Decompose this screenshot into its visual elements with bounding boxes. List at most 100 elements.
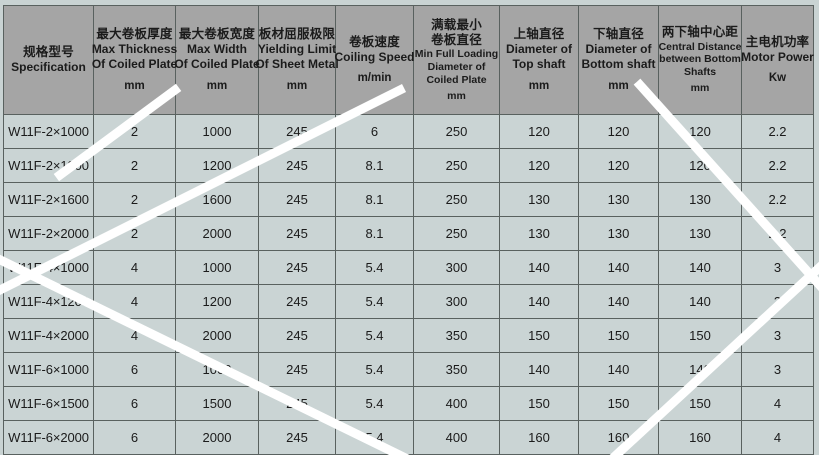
header-en-coiling-speed-line1: Coiling Speed <box>334 49 415 64</box>
column-header-bottom-shaft-diameter: 下轴直径 Diameter of Bottom shaft mm <box>578 5 659 115</box>
table-row: W11F-2×1600 2 1600 245 8.1 250 130 130 130 2.2 <box>3 182 814 217</box>
specification-table-container: 规格型号 Specification 最大卷板厚度 Max Thickness … <box>3 5 814 455</box>
cell-specification: W11F-6×1000 <box>3 352 94 387</box>
table-cell: 120 <box>578 148 659 183</box>
table-cell: 150 <box>658 318 742 353</box>
table-cell: 400 <box>413 420 500 455</box>
table-cell: 1200 <box>175 284 259 319</box>
header-cn-max-width: 最大卷板宽度 <box>178 27 256 42</box>
column-header-top-shaft-diameter: 上轴直径 Diameter of Top shaft mm <box>499 5 579 115</box>
table-cell: 140 <box>578 352 659 387</box>
table-cell: 120 <box>578 114 659 149</box>
table-cell: 150 <box>499 386 579 421</box>
header-en-min-full-loading-line2: Diameter of <box>427 60 486 73</box>
cell-specification: W11F-2×2000 <box>3 216 94 251</box>
table-cell: 140 <box>578 284 659 319</box>
table-cell: 2000 <box>175 420 259 455</box>
cell-specification: W11F-4×1200 <box>3 284 94 319</box>
column-header-coiling-speed: 卷板速度 Coiling Speed m/min <box>334 5 415 115</box>
column-header-min-full-loading-diameter: 满载最小 卷板直径 Min Full Loading Diameter of C… <box>413 5 500 115</box>
column-header-specification: 规格型号 Specification <box>3 5 94 115</box>
table-cell: 300 <box>413 284 500 319</box>
header-en-max-width-line2: Of Coiled Plate <box>174 57 260 72</box>
header-en-bottom-shaft-line1: Diameter of <box>585 42 652 57</box>
table-cell: 8.1 <box>335 182 414 217</box>
table-cell: 4 <box>93 318 176 353</box>
table-cell: 245 <box>258 250 336 285</box>
table-cell: 5.4 <box>335 318 414 353</box>
table-row: W11F-6×2000 6 2000 245 5.4 400 160 160 160 4 <box>3 420 814 455</box>
table-cell: 245 <box>258 386 336 421</box>
header-cn-min-full-loading-diameter: 满载最小 卷板直径 <box>431 17 482 47</box>
table-cell: 120 <box>658 114 742 149</box>
header-unit-top-shaft-diameter: mm <box>528 79 550 92</box>
table-cell: 2.2 <box>741 148 814 183</box>
header-unit-motor-power: Kw <box>768 72 787 85</box>
table-cell: 140 <box>499 352 579 387</box>
table-header: 规格型号 Specification 最大卷板厚度 Max Thickness … <box>3 5 814 115</box>
table-cell: 5.4 <box>335 420 414 455</box>
header-en-top-shaft-line1: Diameter of <box>505 42 573 57</box>
table-cell: 6 <box>335 114 414 149</box>
header-unit-min-full-loading-diameter: mm <box>447 89 466 102</box>
table-cell: 2 <box>93 114 176 149</box>
table-cell: 6 <box>93 386 176 421</box>
header-unit-max-thickness: mm <box>124 79 145 92</box>
header-en-motor-power-line1: Motor Power <box>741 49 814 64</box>
table-cell: 8.1 <box>335 216 414 251</box>
header-en-central-distance-line3: Shafts <box>683 66 717 79</box>
table-cell: 2000 <box>175 318 259 353</box>
table-cell: 140 <box>658 284 742 319</box>
table-row: W11F-2×1200 2 1200 245 8.1 250 120 120 120 2.2 <box>3 148 814 183</box>
table-row: W11F-6×1000 6 1000 245 5.4 350 140 140 140 3 <box>3 352 814 387</box>
table-cell: 2.2 <box>741 114 814 149</box>
header-en-max-thickness-line1: Max Thickness <box>91 42 178 57</box>
table-cell: 120 <box>658 148 742 183</box>
table-cell: 140 <box>578 250 659 285</box>
table-row: W11F-2×2000 2 2000 245 8.1 250 130 130 130 2.2 <box>3 216 814 251</box>
header-en-max-thickness-line2: Of Coiled Plate <box>91 57 178 72</box>
table-cell: 3 <box>741 318 814 353</box>
column-header-max-width: 最大卷板宽度 Max Width Of Coiled Plate mm <box>174 5 260 115</box>
table-cell: 245 <box>258 182 336 217</box>
table-cell: 250 <box>413 216 500 251</box>
header-cn-bottom-shaft-diameter: 下轴直径 <box>593 27 644 42</box>
table-cell: 140 <box>499 250 579 285</box>
table-cell: 250 <box>413 148 500 183</box>
table-cell: 3 <box>741 284 814 319</box>
table-cell: 160 <box>578 420 659 455</box>
table-row: W11F-4×2000 4 2000 245 5.4 350 150 150 150 3 <box>3 318 814 353</box>
header-en-top-shaft-line2: Top shaft <box>512 57 566 72</box>
column-header-central-distance: 两下轴中心距 Central Distance between Bottom S… <box>658 5 742 115</box>
header-cn-yielding-limit: 板材屈服极限 <box>258 27 336 42</box>
table-cell: 150 <box>658 386 742 421</box>
table-cell: 5.4 <box>335 250 414 285</box>
table-cell: 130 <box>578 216 659 251</box>
table-cell: 4 <box>741 420 814 455</box>
table-cell: 1600 <box>175 182 259 217</box>
table-row: W11F-2×1000 2 1000 245 6 250 120 120 120 2.2 <box>3 114 814 149</box>
cell-specification: W11F-2×1200 <box>3 148 94 183</box>
table-cell: 1000 <box>175 352 259 387</box>
table-cell: 1000 <box>175 250 259 285</box>
table-cell: 5.4 <box>335 284 414 319</box>
cell-specification: W11F-4×2000 <box>3 318 94 353</box>
header-unit-max-width: mm <box>206 79 228 92</box>
header-en-min-full-loading-line1: Min Full Loading <box>414 48 499 61</box>
table-cell: 245 <box>258 284 336 319</box>
header-en-bottom-shaft-line2: Bottom shaft <box>581 57 656 72</box>
table-cell: 6 <box>93 420 176 455</box>
header-en-min-full-loading-line3: Coiled Plate <box>426 73 487 86</box>
table-cell: 8.1 <box>335 148 414 183</box>
table-cell: 2 <box>93 182 176 217</box>
table-cell: 4 <box>93 250 176 285</box>
table-cell: 250 <box>413 114 500 149</box>
table-cell: 2 <box>93 216 176 251</box>
table-cell: 130 <box>499 182 579 217</box>
table-cell: 250 <box>413 182 500 217</box>
header-en-central-distance-line1: Central Distance <box>658 40 742 53</box>
table-cell: 2000 <box>175 216 259 251</box>
header-cn-specification: 规格型号 <box>23 45 74 60</box>
header-cn-coiling-speed: 卷板速度 <box>349 34 400 49</box>
cell-specification: W11F-2×1600 <box>3 182 94 217</box>
